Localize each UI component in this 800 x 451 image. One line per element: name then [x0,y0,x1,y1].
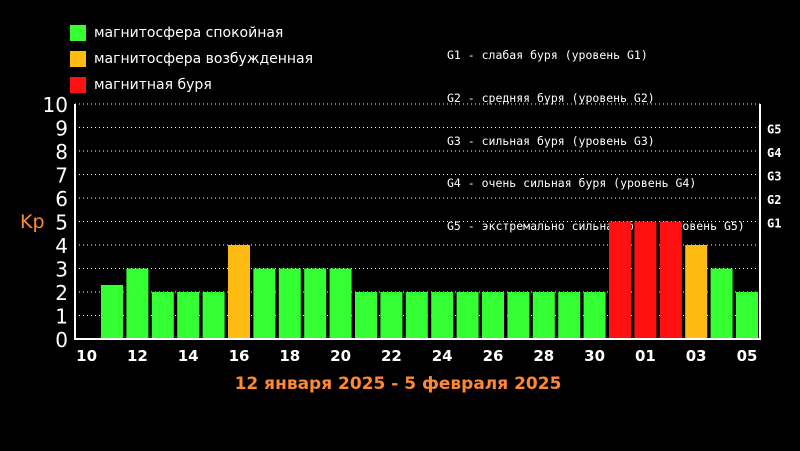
y-tick-label-0: 0 [55,328,68,352]
x-tick-label-3: 16 [229,347,250,365]
y-tick-label-3: 3 [55,258,68,282]
bar-9 [304,268,327,339]
bar-8 [278,268,301,339]
bar-23 [659,221,682,339]
bar-20 [583,292,606,339]
y-tick-label-5: 5 [55,211,68,235]
g-level-label-g1: G1 [767,217,781,231]
y-tick-label-6: 6 [55,187,68,211]
x-tick-label-1: 12 [127,347,148,365]
bar-10 [329,268,352,339]
bar-3 [151,292,174,339]
g-level-label-g5: G5 [767,123,781,137]
x-tick-label-5: 20 [330,347,351,365]
bar-22 [634,221,657,339]
bar-17 [507,292,530,339]
bar-19 [558,292,581,339]
g-level-label-g2: G2 [767,193,781,207]
x-tick-label-7: 24 [432,347,453,365]
y-tick-label-1: 1 [55,305,68,329]
x-tick-label-13: 05 [737,347,758,365]
g-scale-g4: G4 - очень сильная буря (уровень G4) [447,176,697,191]
bar-24 [685,245,708,339]
y-tick-label-8: 8 [55,140,68,164]
x-tick-label-10: 30 [584,347,605,365]
x-tick-label-9: 28 [533,347,554,365]
g-level-label-g4: G4 [767,146,781,160]
legend-swatch-disturbed [70,51,86,67]
bar-18 [532,292,555,339]
bar-11 [355,292,377,339]
x-tick-label-0: 10 [76,347,97,365]
legend-label-disturbed: магнитосфера возбужденная [94,51,314,67]
legend-item-storm: магнитная буря [70,72,313,98]
g-scale-g1: G1 - слабая буря (уровень G1) [447,48,648,63]
legend-label-storm: магнитная буря [94,77,212,93]
bar-5 [202,292,225,339]
bar-4 [177,292,200,339]
bar-21 [609,221,631,339]
bar-13 [405,292,428,339]
g-scale-g3: G3 - сильная буря (уровень G3) [447,133,655,148]
legend-item-quiet: магнитосфера спокойная [70,20,313,46]
x-tick-label-4: 18 [279,347,300,365]
bar-14 [431,292,454,339]
x-tick-label-12: 03 [686,347,707,365]
bar-6 [228,245,250,339]
bar-26 [736,292,758,339]
y-tick-label-7: 7 [55,164,68,188]
bar-7 [253,268,276,339]
x-tick-label-2: 14 [178,347,199,365]
y-axis-label: Kp [20,211,45,233]
g-level-label-g3: G3 [767,170,781,184]
x-tick-label-6: 22 [381,347,402,365]
x-tick-label-8: 26 [483,347,504,365]
legend-item-disturbed: магнитосфера возбужденная [70,46,313,72]
bar-15 [456,292,479,339]
legend-swatch-quiet [70,25,86,41]
legend-swatch-storm [70,77,86,93]
y-tick-label-10: 10 [43,93,68,117]
bar-16 [482,292,504,339]
bar-2 [126,268,149,339]
bar-12 [380,292,403,339]
bar-1 [101,284,123,339]
y-tick-label-4: 4 [55,234,68,258]
g-scale-g2: G2 - средняя буря (уровень G2) [447,91,655,106]
legend: магнитосфера спокойная магнитосфера возб… [70,20,313,98]
g-scale-legend: G1 - слабая буря (уровень G1) G2 - средн… [447,20,745,247]
bar-25 [710,268,733,339]
y-tick-label-2: 2 [55,281,68,305]
x-axis-label: 12 января 2025 - 5 февраля 2025 [235,374,562,394]
legend-label-quiet: магнитосфера спокойная [94,25,284,41]
x-tick-label-11: 01 [635,347,656,365]
y-tick-label-9: 9 [55,117,68,141]
